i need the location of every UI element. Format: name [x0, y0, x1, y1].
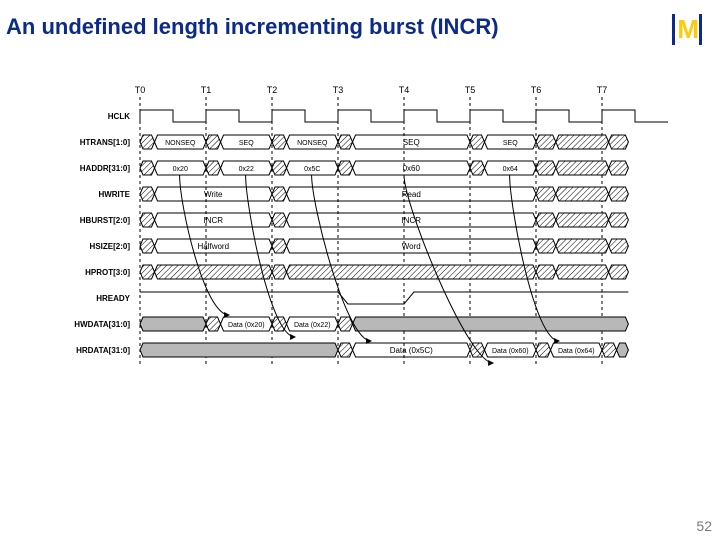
svg-text:0x22: 0x22 — [239, 166, 254, 173]
svg-text:HADDR[31:0]: HADDR[31:0] — [80, 164, 131, 173]
svg-text:Read: Read — [402, 190, 421, 199]
svg-text:SEQ: SEQ — [503, 140, 518, 147]
svg-text:HCLK: HCLK — [108, 112, 130, 121]
svg-text:NONSEQ: NONSEQ — [297, 140, 328, 147]
svg-text:HWRITE: HWRITE — [98, 190, 130, 199]
timing-diagram: T0 T1 T2 T3 T4 T5 T6 T7 HCLK HTRANS[1:0] NONSEQ SEQ… — [0, 81, 720, 481]
svg-text:HWDATA[31:0]: HWDATA[31:0] — [74, 320, 130, 329]
svg-text:0x64: 0x64 — [503, 166, 518, 173]
svg-text:HTRANS[1:0]: HTRANS[1:0] — [80, 138, 131, 147]
svg-text:0x20: 0x20 — [173, 166, 188, 173]
svg-text:T0: T0 — [135, 85, 146, 95]
svg-text:0x5C: 0x5C — [304, 166, 320, 173]
svg-text:Data (0x60): Data (0x60) — [492, 348, 529, 355]
michigan-logo: M — [672, 14, 702, 45]
timing-svg: T0 T1 T2 T3 T4 T5 T6 T7 HCLK HTRANS[1:0] NONSEQ SEQ… — [0, 81, 720, 481]
svg-text:HRDATA[31:0]: HRDATA[31:0] — [76, 346, 130, 355]
svg-text:0x60: 0x60 — [403, 164, 421, 173]
svg-text:INCR: INCR — [401, 216, 421, 225]
svg-text:HSIZE[2:0]: HSIZE[2:0] — [90, 242, 131, 251]
svg-text:HREADY: HREADY — [96, 294, 130, 303]
svg-text:T2: T2 — [267, 85, 278, 95]
svg-text:Data (0x20): Data (0x20) — [228, 322, 265, 329]
svg-text:Data (0x64): Data (0x64) — [558, 348, 595, 355]
svg-text:Halfword: Halfword — [197, 242, 229, 251]
svg-text:T5: T5 — [465, 85, 476, 95]
svg-text:T7: T7 — [597, 85, 608, 95]
svg-text:T3: T3 — [333, 85, 344, 95]
svg-text:Data (0x5C): Data (0x5C) — [390, 346, 433, 355]
svg-text:T6: T6 — [531, 85, 542, 95]
svg-text:SEQ: SEQ — [239, 140, 254, 147]
svg-text:NONSEQ: NONSEQ — [165, 140, 196, 147]
svg-text:Data (0x22): Data (0x22) — [294, 322, 331, 329]
page-title: An undefined length incrementing burst (… — [6, 14, 499, 40]
page-number: 52 — [696, 518, 712, 534]
svg-text:SEQ: SEQ — [403, 138, 420, 147]
svg-text:INCR: INCR — [203, 216, 223, 225]
svg-text:Word: Word — [402, 242, 421, 251]
svg-text:Write: Write — [204, 190, 223, 199]
svg-text:HBURST[2:0]: HBURST[2:0] — [80, 216, 131, 225]
svg-text:T1: T1 — [201, 85, 212, 95]
svg-text:HPROT[3:0]: HPROT[3:0] — [85, 268, 130, 277]
svg-text:T4: T4 — [399, 85, 410, 95]
